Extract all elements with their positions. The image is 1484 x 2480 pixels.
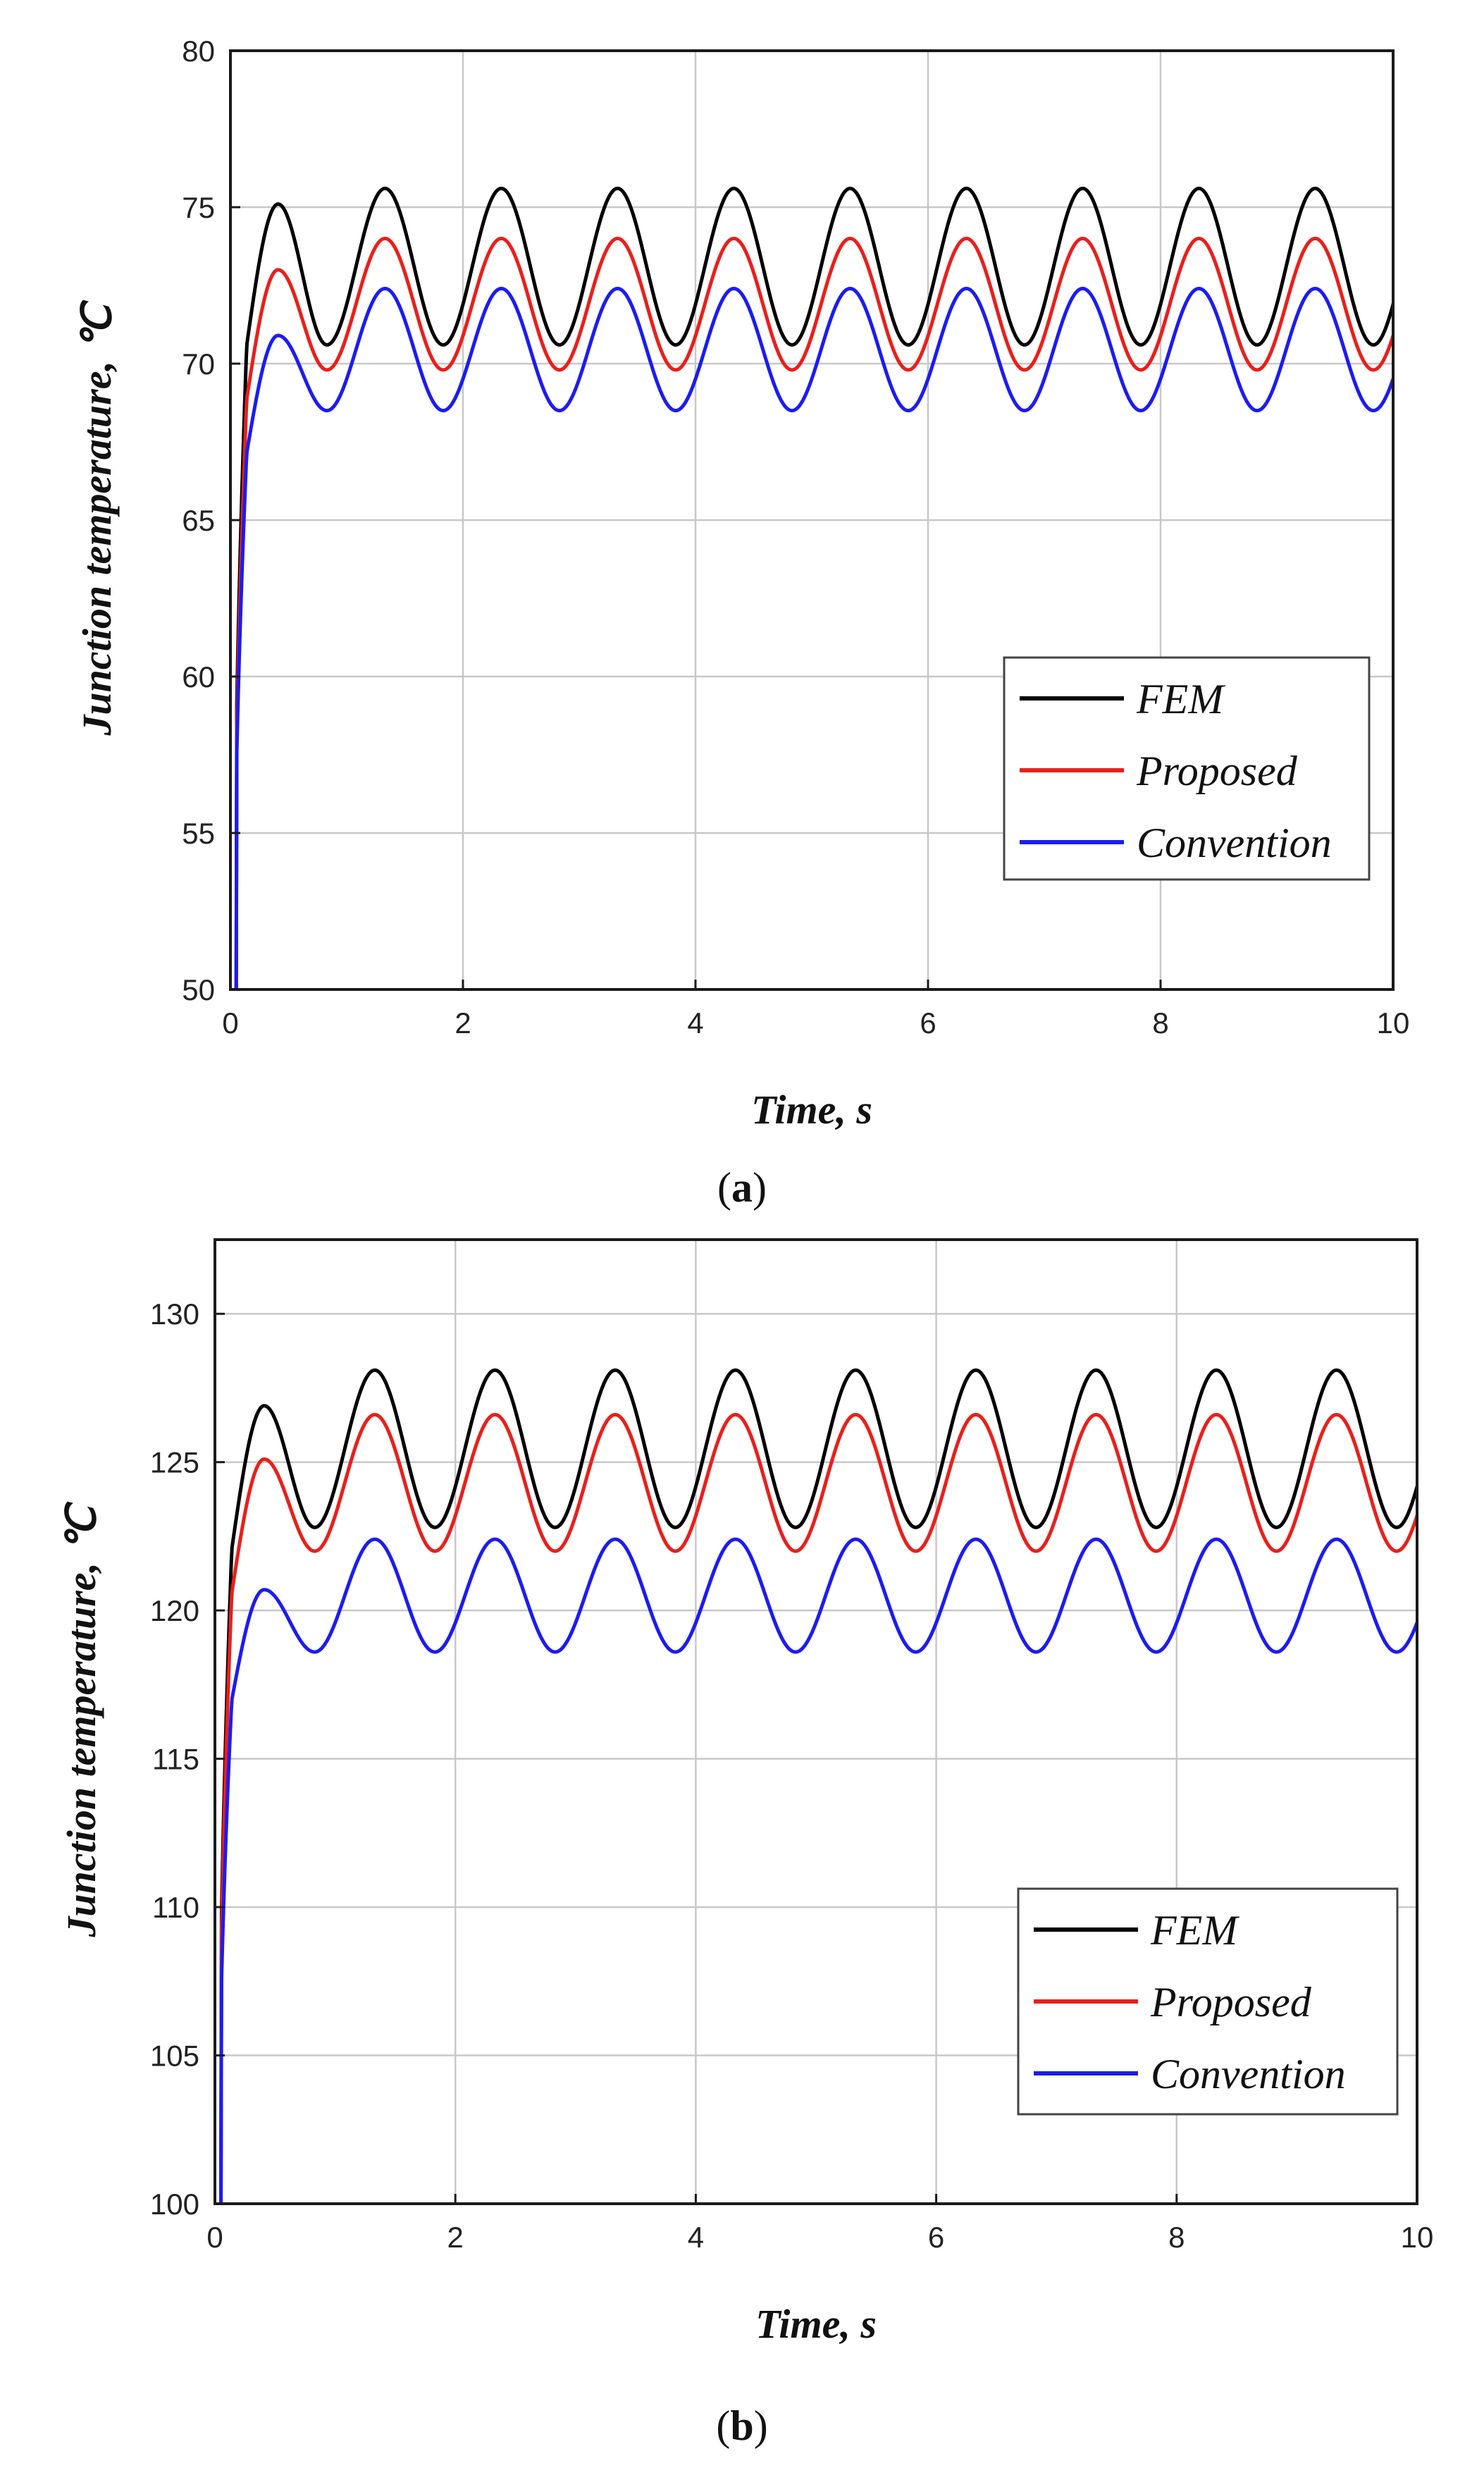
chart-a-legend-label-proposed: Proposed (1136, 748, 1298, 794)
chart-a-x-tick-label-4: 8 (1152, 1006, 1168, 1039)
chart-b-y-tick-label-2: 110 (152, 1891, 199, 1924)
chart-a-series-fem-line (234, 186, 1393, 989)
chart-a-y-tick-label-3: 65 (182, 504, 215, 537)
chart-b-series-convention-line (219, 1537, 1417, 2204)
chart-a-caption-letter: a (731, 1164, 753, 1211)
chart-a-x-tick-label-1: 2 (455, 1006, 471, 1039)
chart-b-series-fem-line (219, 1368, 1417, 2204)
chart-a-caption: (a) (717, 1164, 767, 1211)
chart-a-tick-labels: 0 2 4 6 8 10 50 55 60 65 70 75 80 (182, 35, 1409, 1039)
chart-b-series (219, 1368, 1417, 2204)
chart-a-y-tick-label-0: 50 (182, 973, 215, 1006)
chart-b-y-tick-label-5: 125 (150, 1446, 199, 1479)
chart-b-legend-label-convention: Convention (1151, 2051, 1346, 2097)
chart-a-series (234, 186, 1393, 989)
chart-b-y-tick-label-1: 105 (150, 2040, 199, 2073)
chart-b-x-axis-title: Time, s (755, 2301, 877, 2347)
chart-b-tick-labels: 0 2 4 6 8 10 100 105 110 115 120 125 130 (150, 1297, 1433, 2254)
chart-a-y-tick-label-2: 60 (182, 660, 215, 693)
chart-b-legend-label-fem: FEM (1150, 1907, 1239, 1954)
chart-a-x-axis-title: Time, s (751, 1087, 872, 1133)
chart-b-y-tick-label-3: 115 (152, 1743, 199, 1776)
chart-b-caption: (b) (716, 2402, 767, 2449)
chart-a-x-tick-label-0: 0 (222, 1006, 238, 1039)
chart-b-x-tick-label-2: 4 (688, 2221, 704, 2254)
chart-a-y-tick-label-5: 75 (182, 191, 215, 224)
chart-b-x-tick-label-0: 0 (206, 2221, 223, 2254)
chart-a-y-tick-label-4: 70 (182, 347, 215, 381)
chart-b-ticks (214, 1312, 1418, 2205)
chart-b-x-tick-label-3: 6 (928, 2221, 944, 2254)
chart-b-y-axis-title: Junction temperature, ℃ (58, 1501, 104, 1937)
chart-b-x-tick-label-4: 8 (1168, 2221, 1185, 2254)
chart-b-series-proposed-line (219, 1412, 1417, 2204)
chart-b-plot-frame (214, 1238, 1418, 2205)
chart-b: 0 2 4 6 8 10 100 105 110 115 120 125 130 Time, s Jun… (58, 1238, 1433, 2449)
chart-a: 0 2 4 6 8 10 50 55 60 65 70 75 80 Time, s Junction t… (74, 35, 1409, 1211)
chart-b-x-tick-label-5: 10 (1401, 2221, 1434, 2254)
chart-a-legend-label-fem: FEM (1136, 676, 1225, 722)
chart-b-caption-letter: b (730, 2402, 753, 2449)
chart-b-legend: FEM Proposed Convention (1017, 1887, 1399, 2116)
chart-a-series-convention-line (234, 286, 1393, 989)
chart-b-x-tick-label-1: 2 (447, 2221, 464, 2254)
chart-a-legend-label-convention: Convention (1137, 820, 1332, 866)
chart-a-legend: FEM Proposed Convention (1003, 656, 1371, 881)
chart-b-legend-label-proposed: Proposed (1150, 1979, 1312, 2025)
chart-a-x-tick-label-5: 10 (1377, 1006, 1410, 1039)
chart-a-x-tick-label-2: 4 (687, 1006, 703, 1039)
chart-a-grid (230, 51, 1393, 989)
chart-a-y-tick-label-1: 55 (182, 817, 215, 850)
chart-a-series-proposed-line (234, 236, 1393, 989)
chart-b-y-tick-label-0: 100 (150, 2188, 199, 2221)
chart-b-y-tick-label-4: 120 (150, 1594, 199, 1627)
chart-a-y-axis-title: Junction temperature, ℃ (74, 300, 120, 736)
chart-b-y-tick-label-6: 130 (150, 1297, 199, 1331)
chart-a-x-tick-label-3: 6 (920, 1006, 936, 1039)
chart-a-y-tick-label-6: 80 (182, 35, 215, 68)
chart-a-ticks (229, 49, 1395, 991)
